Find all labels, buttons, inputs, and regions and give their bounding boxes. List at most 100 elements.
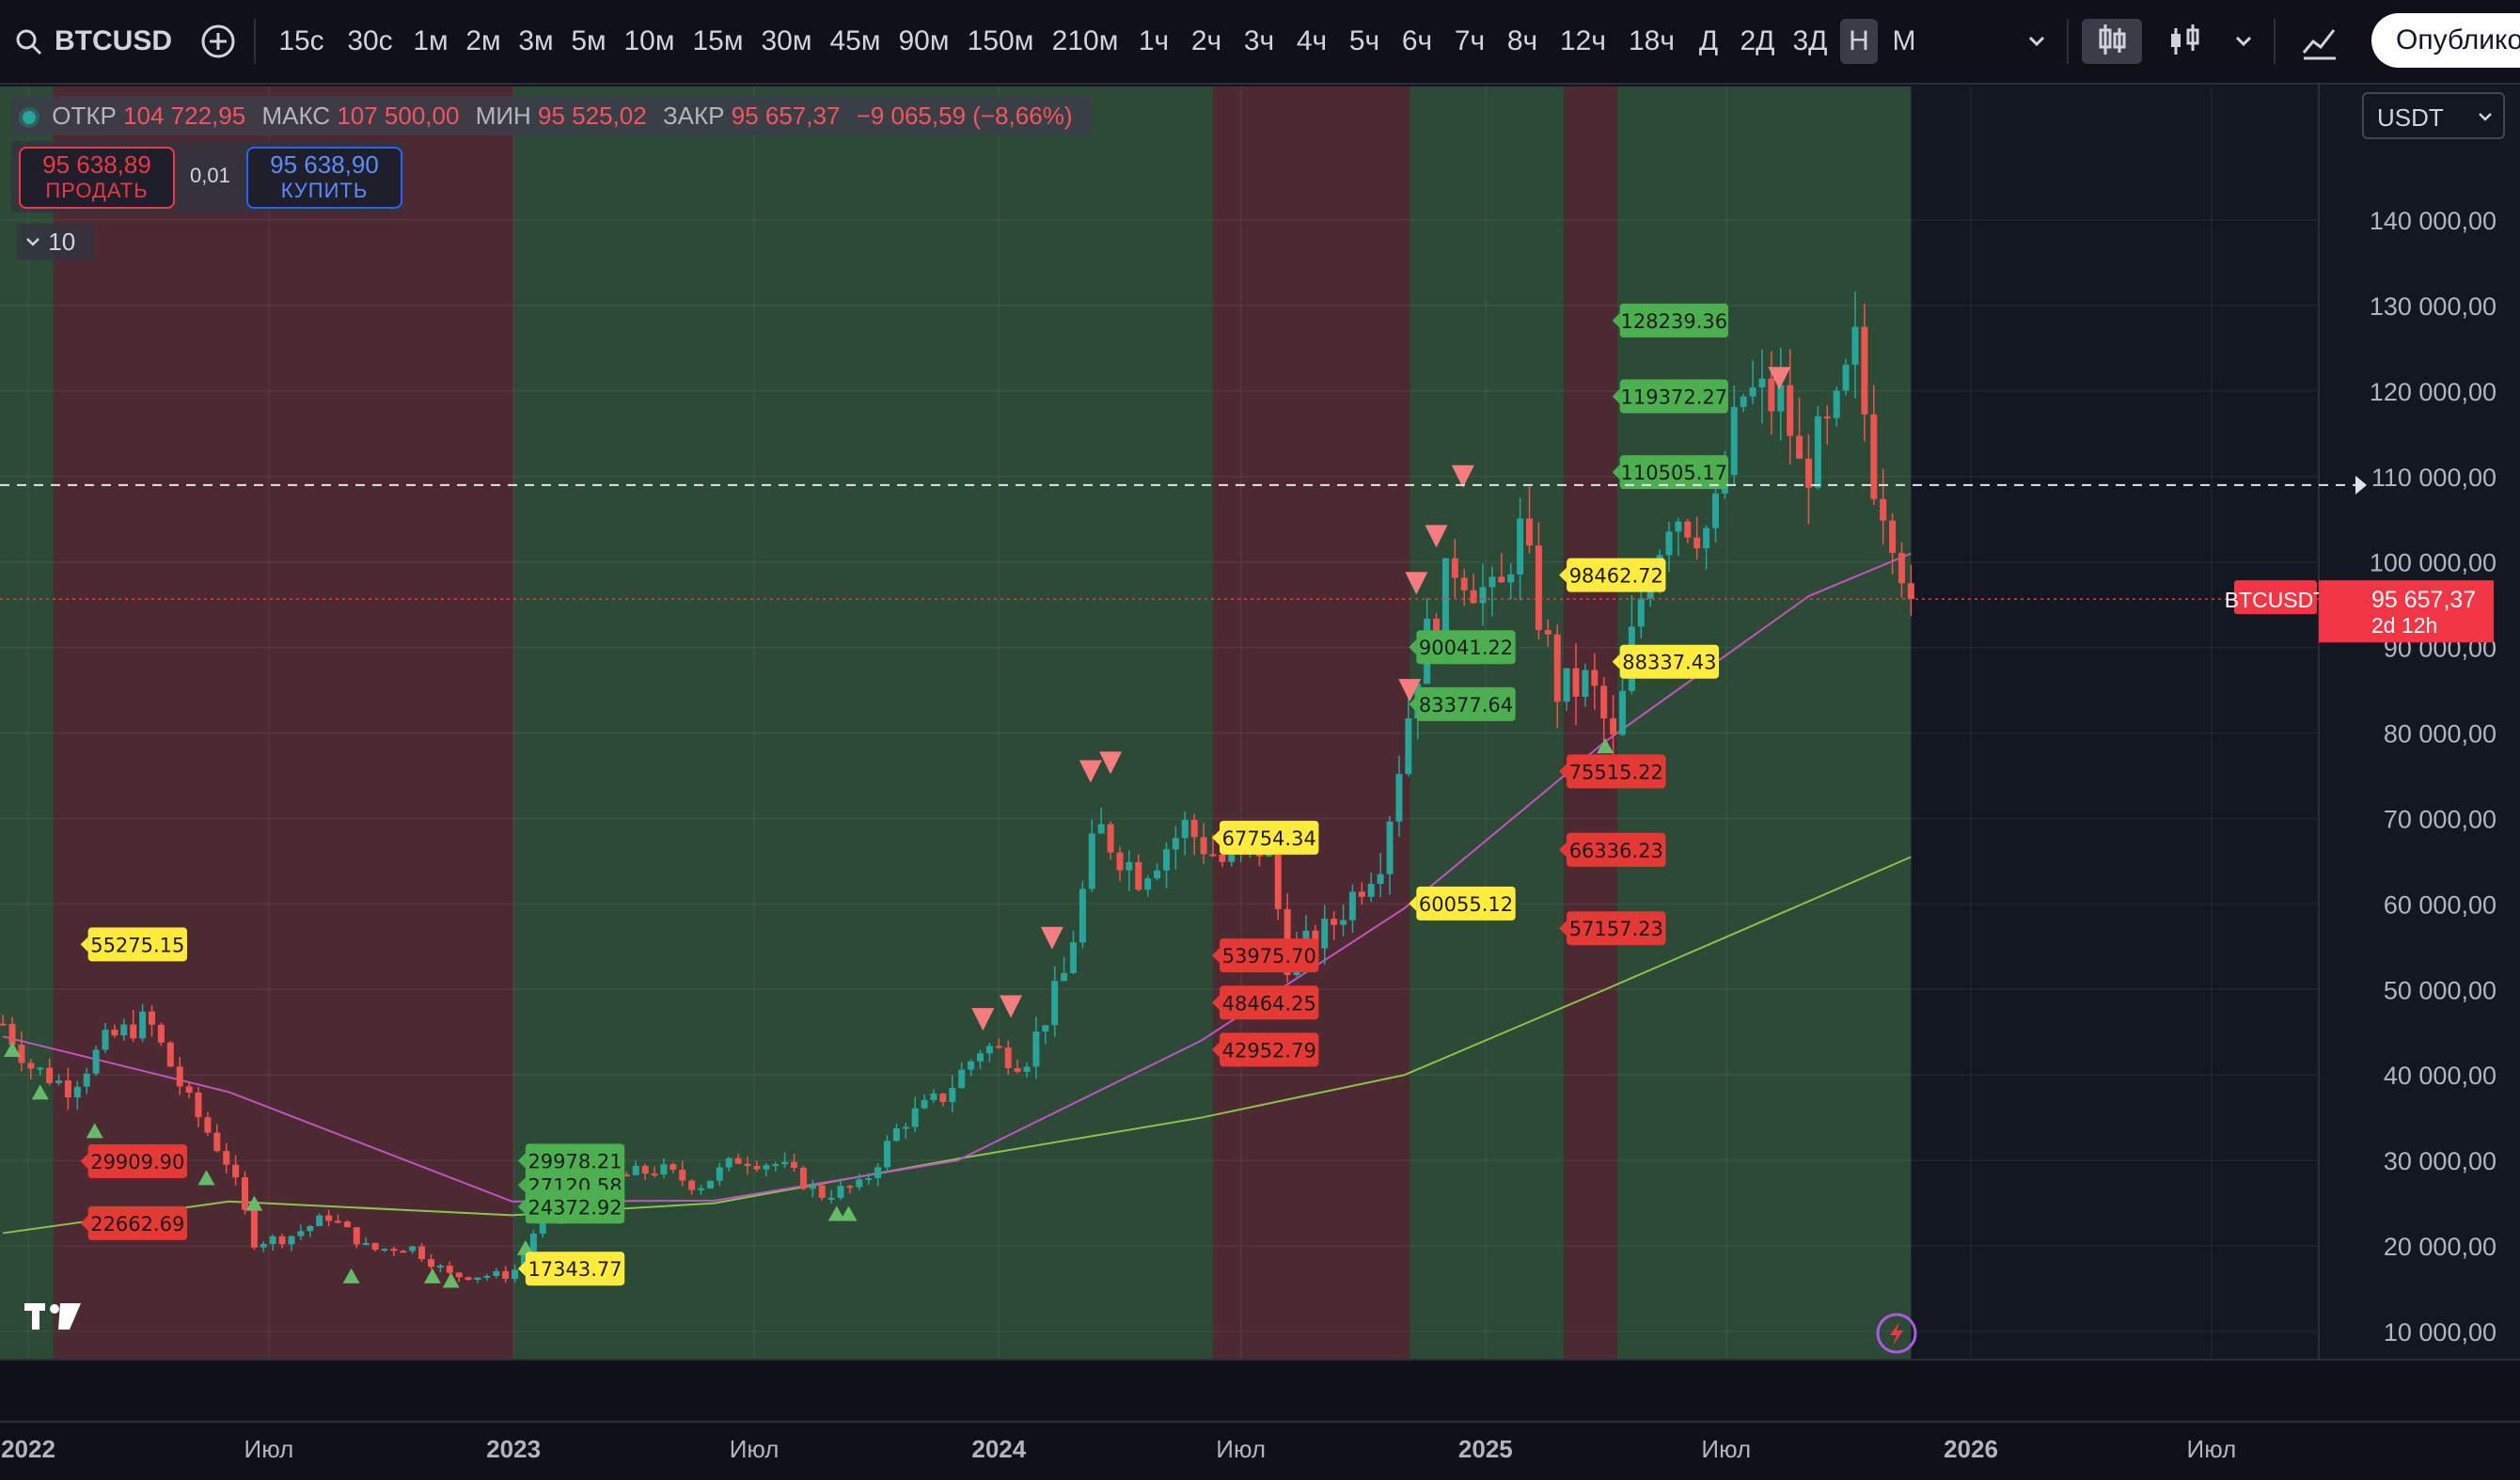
candle-body (102, 1030, 109, 1050)
toolbar-divider (2067, 19, 2069, 64)
candles-chart-type-icon[interactable] (2082, 19, 2142, 64)
tradingview-logo (24, 1303, 81, 1330)
timeframe-3[interactable]: 2м (465, 25, 501, 56)
live-dot (23, 111, 36, 125)
x-tick-label: 2025 (1458, 1435, 1513, 1463)
price-label-bg (1567, 911, 1666, 946)
price-label: 67754.34 (1212, 820, 1319, 855)
timeframe-2[interactable]: 1м (413, 25, 449, 56)
candle-body (1069, 942, 1077, 973)
symbol-search[interactable]: BTCUSD (55, 25, 172, 56)
chart-type-dropdown-icon[interactable] (2232, 21, 2255, 62)
zone-red (1564, 87, 1617, 1359)
x-tick-label: 2022 (1, 1435, 55, 1463)
candle-body (343, 1221, 351, 1228)
candle-body (1526, 518, 1534, 546)
price-chart[interactable]: 55275.1529909.9022662.6929978.2127120.58… (0, 85, 2520, 1480)
indicators-toggle[interactable]: 10 (17, 224, 94, 260)
last-price-value: 95 657,37 (2371, 587, 2476, 613)
timeframe-18[interactable]: 6ч (1401, 25, 1433, 56)
candle-body (1665, 531, 1673, 556)
lightning-icon (1876, 1313, 1917, 1354)
candle-body (474, 1277, 481, 1281)
candle-body (809, 1185, 816, 1189)
candle-body (1711, 493, 1719, 528)
timeframe-21[interactable]: 12ч (1560, 25, 1606, 56)
candle-body (1870, 414, 1878, 499)
buy-signal-icon (840, 1205, 858, 1221)
timeframe-10[interactable]: 90м (898, 25, 950, 56)
sell-signal-icon (1099, 751, 1123, 775)
bars-chart-type-icon[interactable] (2166, 21, 2204, 62)
compare-add-icon[interactable] (199, 21, 237, 62)
timeframe-27[interactable]: М (1892, 25, 1916, 56)
timeframe-12[interactable]: 210м (1051, 25, 1119, 56)
timeframe-6[interactable]: 10м (623, 25, 675, 56)
candle-body (1107, 824, 1114, 853)
timeframe-24[interactable]: 2Д (1740, 25, 1775, 56)
candle-body (149, 1011, 156, 1025)
timeframe-7[interactable]: 15м (692, 25, 744, 56)
candle-body (958, 1069, 966, 1089)
timeframe-4[interactable]: 3м (518, 25, 554, 56)
price-label-pointer (1212, 948, 1221, 964)
indicators-icon[interactable] (2300, 21, 2339, 62)
price-label-bg (1416, 886, 1516, 921)
price-label-pointer (80, 937, 88, 953)
price-label-bg (1567, 754, 1666, 789)
chevron-down-icon (24, 224, 41, 260)
price-label-pointer (1409, 696, 1417, 712)
sell-button[interactable]: 95 638,89 ПРОДАТЬ (19, 147, 175, 209)
candle-body (1209, 854, 1217, 857)
price-label-pointer (1559, 921, 1567, 937)
buy-signal-icon (4, 1041, 22, 1057)
currency-select[interactable]: USDT (2362, 92, 2505, 139)
timeframe-9[interactable]: 45м (829, 25, 881, 56)
price-label-bg (87, 1205, 187, 1240)
candle-body (1749, 387, 1756, 397)
price-label: 57157.23 (1559, 911, 1666, 946)
candle-body (1507, 574, 1515, 583)
buy-button[interactable]: 95 638,90 КУПИТЬ (246, 147, 402, 209)
candle-body (353, 1227, 360, 1245)
zone-green (0, 87, 54, 1359)
timeframe-11[interactable]: 150м (967, 25, 1034, 56)
timeframe-17[interactable]: 5ч (1348, 25, 1380, 56)
timeframe-20[interactable]: 8ч (1506, 25, 1538, 56)
candle-body (706, 1180, 714, 1189)
timeframe-19[interactable]: 7ч (1454, 25, 1486, 56)
price-label-text: 17343.77 (528, 1258, 622, 1281)
timeframe-dropdown-icon[interactable] (2025, 21, 2048, 62)
timeframe-1[interactable]: 30с (347, 25, 393, 56)
timeframe-5[interactable]: 5м (571, 25, 606, 56)
countdown-value: 2d 12h (2371, 613, 2437, 638)
timeframe-22[interactable]: 18ч (1629, 25, 1675, 56)
price-label: 53975.70 (1212, 938, 1319, 973)
candle-body (1693, 537, 1701, 549)
timeframe-8[interactable]: 30м (761, 25, 812, 56)
timeframe-23[interactable]: Д (1698, 25, 1719, 56)
timeframe-16[interactable]: 4ч (1296, 25, 1328, 56)
candle-body (1488, 576, 1496, 588)
last-price-tag-bg (2319, 580, 2494, 643)
y-tick-label: 40 000,00 (2384, 1062, 2496, 1090)
y-tick-label: 20 000,00 (2384, 1233, 2496, 1261)
timeframe-25[interactable]: 3Д (1792, 25, 1828, 56)
candle-body (362, 1242, 370, 1245)
candle-body (213, 1132, 221, 1152)
publish-button[interactable]: Опублико (2371, 13, 2520, 68)
spread-value: 0,01 (190, 164, 230, 187)
price-label-text: 90041.22 (1419, 637, 1513, 659)
price-label: 75515.22 (1559, 754, 1666, 789)
timeframe-13[interactable]: 1ч (1138, 25, 1170, 56)
timeframe-26[interactable]: Н (1840, 19, 1878, 64)
candle-body (55, 1080, 63, 1083)
timeframe-14[interactable]: 2ч (1190, 25, 1222, 56)
candle-body (734, 1157, 742, 1164)
timeframe-15[interactable]: 3ч (1243, 25, 1275, 56)
timeframe-0[interactable]: 15с (278, 25, 324, 56)
candle-body (18, 1045, 25, 1063)
search-icon[interactable] (13, 21, 45, 62)
price-label-pointer (80, 1153, 88, 1169)
candle-body (130, 1024, 137, 1039)
